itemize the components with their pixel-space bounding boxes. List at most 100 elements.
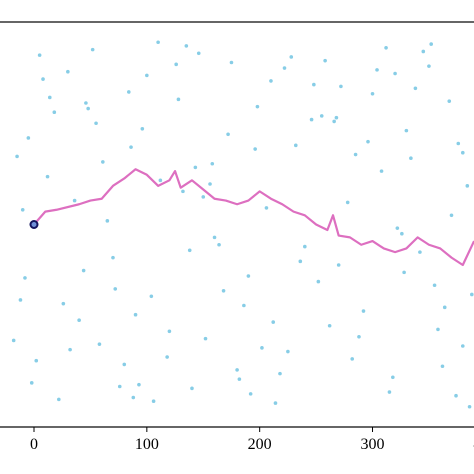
scatter-point [11, 338, 16, 343]
scatter-point [61, 301, 66, 306]
scatter-point [68, 347, 72, 352]
scatter-point [201, 195, 206, 199]
scatter-point [449, 213, 454, 218]
scatter-point [158, 178, 163, 183]
scatter-point [361, 309, 366, 313]
scatter-point [105, 219, 110, 223]
scatter-point [126, 90, 131, 94]
scatter-point [117, 384, 122, 389]
scatter-point [176, 97, 181, 102]
scatter-point [309, 117, 314, 122]
scatter-point [52, 110, 57, 115]
scatter-point [187, 248, 192, 253]
scatter-point [246, 274, 251, 278]
scatter-point [391, 375, 395, 380]
plot-frame [0, 21, 474, 428]
scatter-point [429, 42, 433, 46]
scatter-point [229, 60, 234, 65]
scatter-point [255, 104, 260, 109]
scatter-point [235, 368, 239, 372]
scatter-point [379, 169, 384, 173]
scatter-point [286, 349, 290, 354]
scatter-point [174, 62, 178, 67]
scatter-point [221, 288, 226, 293]
scatter-point [90, 47, 95, 52]
scatter-point [137, 382, 141, 387]
scatter-point [190, 386, 194, 391]
scatter-point [442, 305, 447, 310]
scatter-point [273, 401, 278, 405]
scatter-point [101, 160, 105, 164]
scatter-point [293, 143, 298, 148]
x-tick-label: 100 [135, 436, 159, 453]
scatter-point [37, 53, 42, 57]
scatter-point [282, 66, 287, 70]
scatter-point [375, 68, 379, 72]
walk-line [33, 168, 474, 267]
scatter-point [350, 357, 355, 361]
scatter-point [460, 150, 465, 155]
scatter-point [29, 381, 34, 385]
scatter-point [111, 255, 115, 260]
scatter-point [145, 73, 149, 78]
scatter-point [47, 95, 52, 100]
scatter-point [316, 279, 321, 284]
scatter-point [23, 276, 27, 280]
scatter-point [212, 235, 217, 240]
scatter-point [84, 101, 88, 105]
scatter-point [312, 82, 316, 87]
scatter-point [319, 114, 324, 118]
scatter-point [339, 84, 343, 89]
scatter-point [15, 154, 19, 159]
scatter-point [264, 206, 269, 210]
scatter-point [81, 268, 86, 273]
scatter-point [387, 390, 392, 394]
scatter-point [133, 312, 138, 317]
scatter-point [237, 377, 242, 381]
scatter-point [384, 45, 388, 50]
scatter-point [253, 147, 257, 151]
scatter-point [370, 91, 375, 96]
scatter-point [156, 40, 160, 45]
scatter-point [402, 270, 406, 275]
scatter-point [366, 139, 370, 144]
scatter-point [409, 156, 413, 161]
scatter-point [18, 298, 23, 302]
scatter-point [427, 64, 431, 68]
scatter-point [323, 58, 327, 63]
scatter-point [248, 392, 253, 396]
scatter-point [203, 336, 208, 341]
scatter-point [151, 399, 156, 404]
scatter-point [357, 334, 361, 339]
scatter-point [208, 182, 212, 186]
x-tick-label: 300 [361, 436, 385, 453]
scatter-point [465, 184, 470, 188]
scatter-point [113, 287, 118, 291]
scatter-point [413, 86, 418, 91]
scatter-point [400, 231, 404, 236]
scatter-point [404, 128, 409, 133]
scatter-point [122, 362, 127, 367]
scatter-point [129, 145, 133, 149]
scatter-point [432, 283, 437, 288]
scatter-point [456, 141, 461, 146]
scatter-point [57, 397, 61, 402]
scatter-point [165, 355, 169, 359]
scatter-point [334, 115, 339, 120]
scatter-point [217, 242, 221, 247]
scatter-point [45, 174, 50, 179]
scatter-point [440, 364, 445, 369]
scatter-point [278, 371, 282, 376]
scatter-point [393, 71, 397, 76]
scatter-point [271, 320, 276, 324]
scatter-point [242, 303, 246, 308]
scatter-point [454, 393, 458, 398]
scatter-point [196, 51, 201, 56]
scatter-point [167, 329, 172, 334]
scatter-point [41, 77, 45, 81]
scatter-point [395, 226, 400, 230]
x-tick-label: 0 [30, 436, 38, 453]
scatter-point [20, 207, 25, 212]
scatter-point [269, 79, 273, 83]
scatter-point [327, 323, 332, 328]
